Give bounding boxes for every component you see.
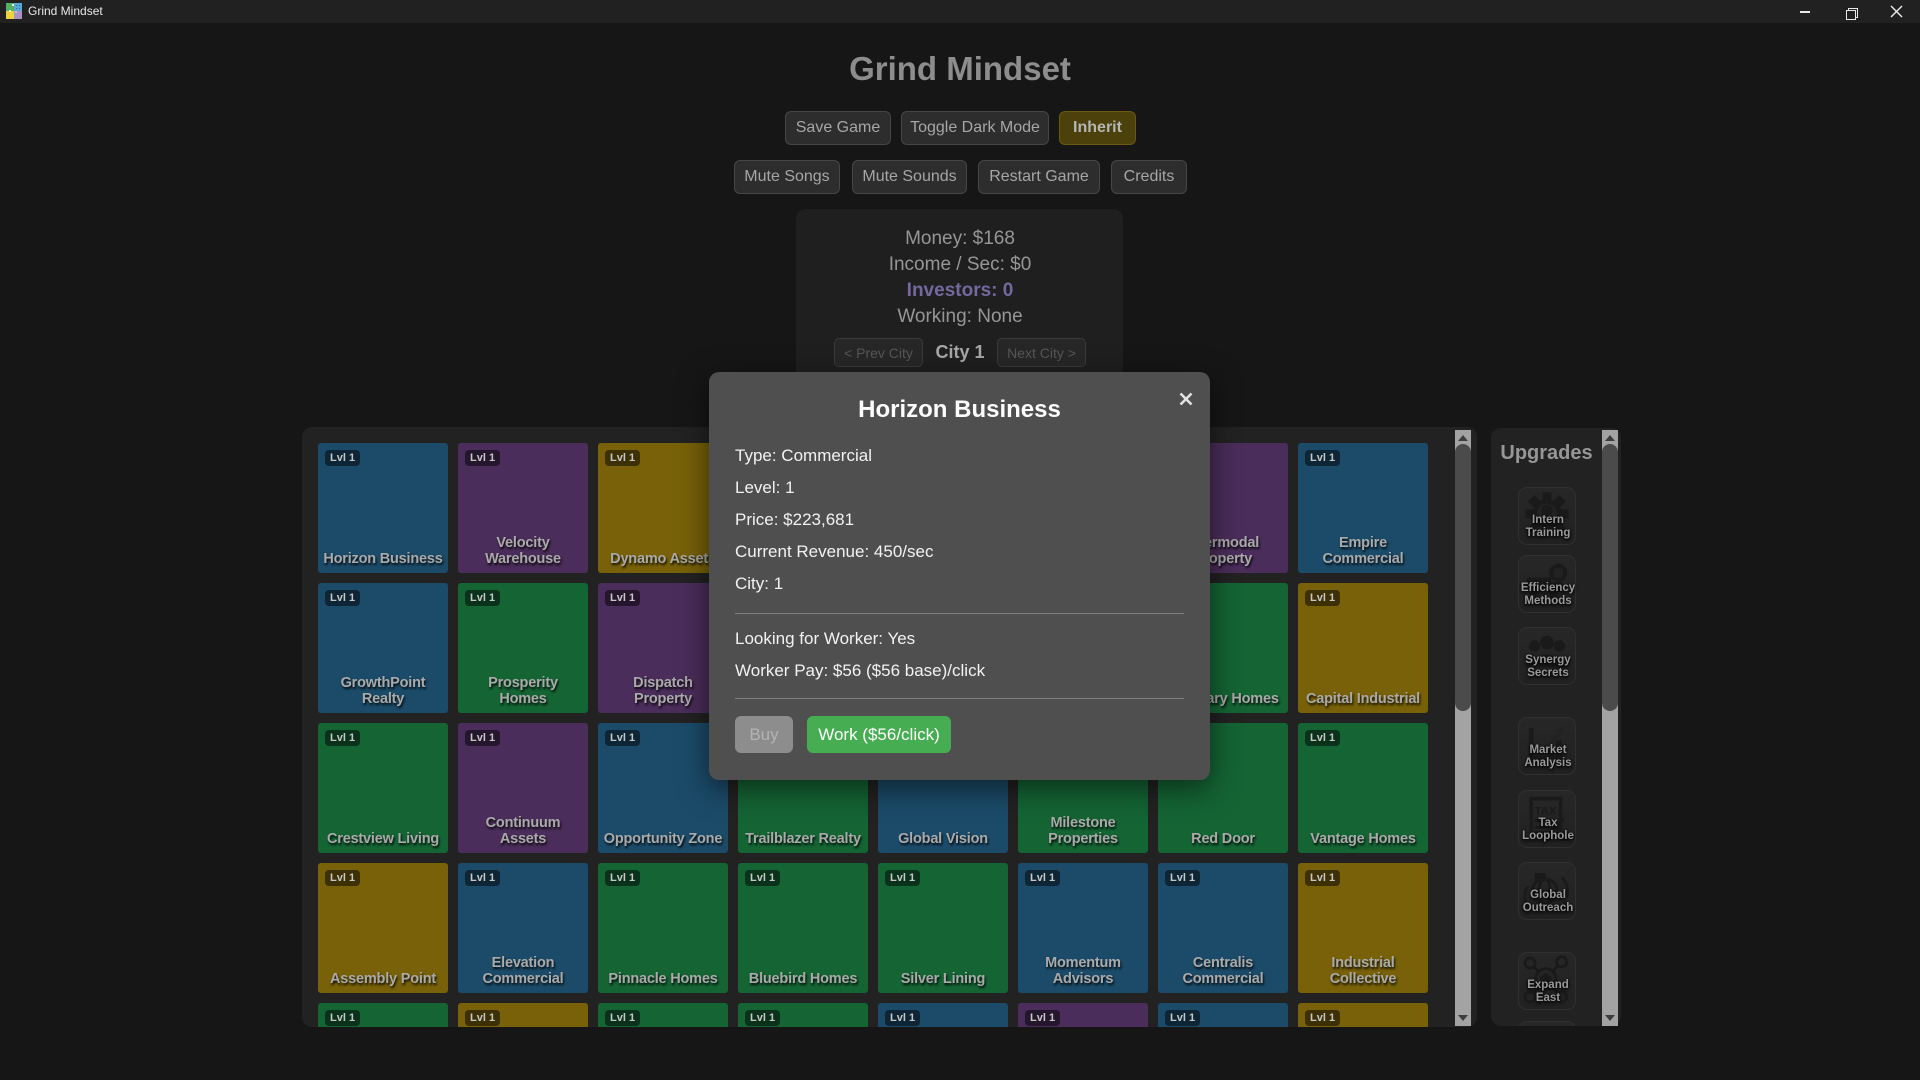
svg-text:TAX: TAX [1535, 806, 1557, 818]
